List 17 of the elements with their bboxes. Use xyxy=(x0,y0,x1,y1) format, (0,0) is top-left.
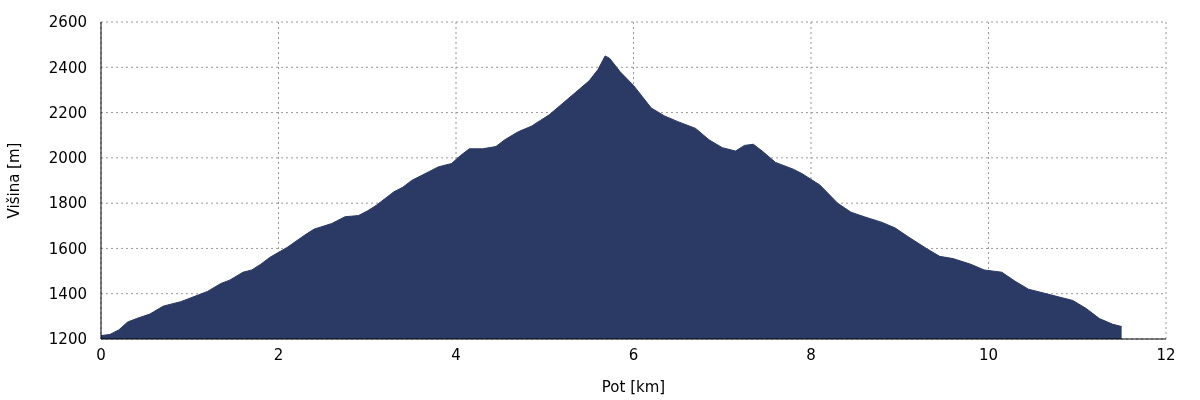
y-tick-label: 1800 xyxy=(48,194,87,213)
x-tick-label: 12 xyxy=(1156,345,1176,364)
y-tick-label: 1200 xyxy=(48,330,87,349)
y-tick-label: 2000 xyxy=(48,149,87,168)
x-tick-label: 8 xyxy=(806,345,816,364)
x-tick-label: 10 xyxy=(978,345,999,364)
y-tick-label: 2200 xyxy=(48,103,87,122)
y-tick-label: 1400 xyxy=(48,285,87,304)
y-tick-label: 1600 xyxy=(48,239,87,258)
x-tick-label: 0 xyxy=(96,345,106,364)
y-tick-label: 2600 xyxy=(48,13,87,32)
x-tick-label: 2 xyxy=(273,345,284,364)
y-axis-title: Višina [m] xyxy=(5,142,24,219)
x-tick-label: 6 xyxy=(628,345,639,364)
y-tick-label: 2400 xyxy=(48,58,87,77)
x-axis-title: Pot [km] xyxy=(601,378,666,396)
x-tick-label: 4 xyxy=(451,345,461,364)
